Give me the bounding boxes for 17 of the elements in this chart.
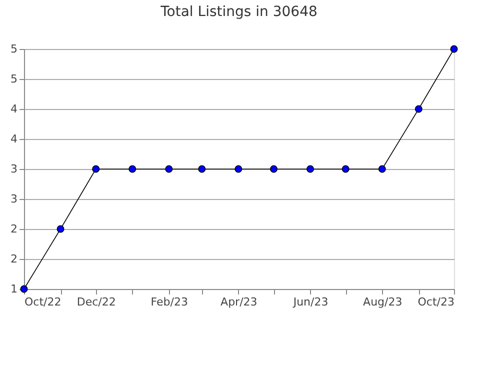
- x-tick-label: Oct/22: [24, 296, 62, 308]
- y-tick-label: 4: [10, 102, 18, 116]
- chart-title: Total Listings in 30648: [160, 4, 318, 20]
- x-tick-label: Aug/23: [363, 296, 402, 308]
- y-tick-label: 1: [10, 282, 18, 296]
- x-tick-label: Feb/23: [150, 296, 188, 308]
- y-tick-label: 3: [10, 192, 18, 206]
- x-tick-label: Apr/23: [220, 296, 258, 308]
- y-tick-label: 4: [10, 132, 18, 146]
- x-tick-label: Dec/22: [76, 296, 116, 308]
- x-tick-label: Oct/23: [418, 296, 454, 308]
- x-tick-label: Jun/23: [292, 296, 328, 308]
- y-tick-label: 3: [10, 162, 18, 176]
- y-tick-label: 2: [10, 222, 18, 236]
- y-tick-label: 2: [10, 252, 18, 266]
- y-tick-label: 5: [10, 42, 18, 56]
- y-tick-label: 5: [10, 72, 18, 86]
